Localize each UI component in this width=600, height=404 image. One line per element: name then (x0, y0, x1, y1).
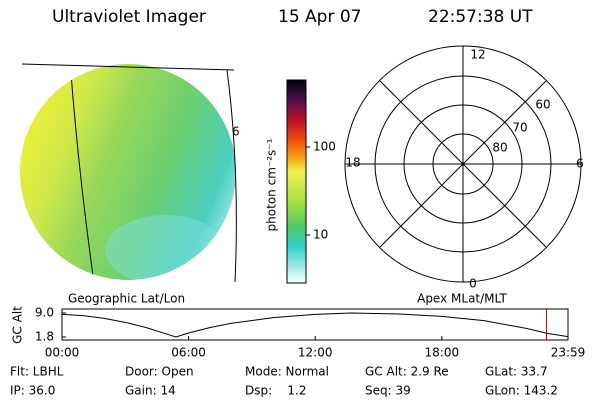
y-tick-label: 9.0 (35, 306, 54, 320)
colorbar-tick: 100 (313, 140, 336, 154)
info-field: Dsp: 1.2 (245, 384, 307, 398)
info-field: GLon: 143.2 (485, 384, 558, 398)
colorbar: 100 10 photon cm⁻²s⁻¹ (265, 79, 336, 284)
mlt-label: 0 (469, 277, 477, 291)
date: 15 Apr 07 (278, 7, 361, 27)
x-tick-label: 23:59 (551, 346, 586, 360)
image-mark: 6 (232, 125, 240, 139)
info-panel: Flt: LBHL Door: Open Mode: Normal GC Alt: 2… (10, 365, 558, 398)
instrument: Ultraviolet Imager (52, 7, 206, 27)
uv-image: 6 Geographic Lat/Lon (20, 63, 240, 306)
x-tick-label: 06:00 (171, 346, 206, 360)
info-field: Seq: 39 (365, 384, 411, 398)
info-field: GC Alt: 2.9 Re (365, 365, 449, 379)
image-caption: Geographic Lat/Lon (68, 292, 185, 306)
info-field: IP: 36.0 (10, 384, 55, 398)
mlt-label: 12 (470, 48, 485, 62)
y-tick-label: 1.8 (35, 330, 54, 344)
polar-caption: Apex MLat/MLT (417, 292, 507, 306)
info-field: Gain: 14 (125, 384, 176, 398)
info-field: Door: Open (125, 365, 194, 379)
lat-label: 60 (535, 98, 550, 112)
colorbar-tick: 10 (313, 228, 328, 242)
polar-labels: 12 6 0 18 60 70 80 Apex MLat/MLT (345, 48, 583, 306)
info-field: Mode: Normal (245, 365, 329, 379)
time: 22:57:38 UT (428, 7, 533, 27)
altitude-plot: GC Alt 9.0 1.8 00:00 06:00 12:00 18:00 23:59 (11, 306, 586, 360)
y-axis-label: GC Alt (11, 306, 25, 344)
header: Ultraviolet Imager 15 Apr 07 22:57:38 UT (52, 7, 533, 27)
altitude-line (61, 312, 569, 338)
x-tick-label: 18:00 (425, 346, 460, 360)
mlt-label: 18 (345, 156, 360, 170)
info-field: Flt: LBHL (10, 365, 64, 379)
info-field: GLat: 33.7 (485, 365, 548, 379)
lat-label: 80 (492, 141, 507, 155)
x-tick-label: 12:00 (298, 346, 333, 360)
polar-grid (344, 45, 582, 283)
colorbar-label: photon cm⁻²s⁻¹ (265, 138, 279, 231)
mlt-label: 6 (576, 157, 584, 171)
lat-label: 70 (512, 121, 527, 135)
x-tick-label: 00:00 (45, 346, 80, 360)
